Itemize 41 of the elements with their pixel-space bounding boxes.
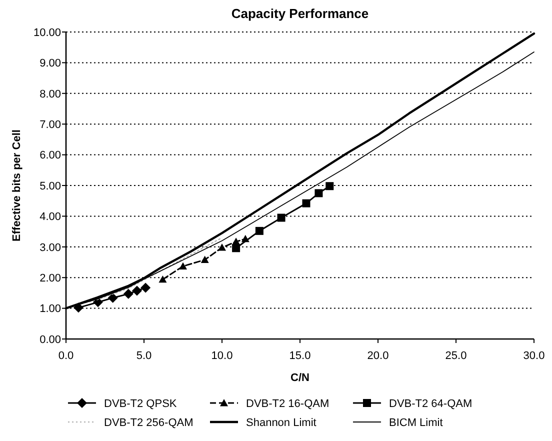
point bbox=[140, 282, 151, 293]
point bbox=[232, 244, 240, 252]
legend-label: DVB-T2 64-QAM bbox=[389, 398, 472, 410]
legend-label: DVB-T2 16-QAM bbox=[246, 398, 330, 410]
y-tick-label: 9.00 bbox=[40, 58, 61, 70]
y-axis-title: Effective bits per Cell bbox=[11, 130, 23, 242]
point bbox=[158, 275, 167, 283]
y-tick-label: 5.00 bbox=[40, 180, 61, 192]
y-tick-label: 4.00 bbox=[40, 211, 61, 224]
point bbox=[132, 286, 142, 296]
point bbox=[200, 256, 209, 263]
point bbox=[108, 292, 118, 303]
legend-label: BICM Limit bbox=[389, 416, 443, 429]
legend-label: Shannon Limit bbox=[246, 416, 316, 429]
point bbox=[179, 262, 187, 270]
y-tick-label: 0.00 bbox=[40, 334, 61, 346]
x-tick-label: 25.0 bbox=[445, 350, 467, 362]
y-tick-label: 10.00 bbox=[33, 26, 61, 39]
point bbox=[218, 244, 226, 251]
x-tick-label: 0.0 bbox=[58, 350, 74, 362]
chart-title: Capacity Performance bbox=[231, 6, 369, 21]
point bbox=[123, 288, 134, 299]
x-tick-label: 5.0 bbox=[136, 350, 152, 362]
x-tick-label: 20.0 bbox=[367, 350, 389, 362]
x-tick-label: 10.0 bbox=[211, 350, 233, 362]
point bbox=[326, 182, 334, 190]
point bbox=[302, 199, 310, 208]
legend-label: DVB-T2 QPSK bbox=[104, 398, 178, 410]
point bbox=[314, 189, 323, 198]
y-tick-label: 6.00 bbox=[40, 150, 61, 162]
point bbox=[255, 226, 264, 235]
legend-label: DVB-T2 256-QAM bbox=[104, 416, 194, 429]
y-tick-label: 2.00 bbox=[40, 272, 61, 284]
point bbox=[277, 214, 286, 222]
x-tick-label: 15.0 bbox=[289, 350, 311, 362]
y-tick-label: 7.00 bbox=[40, 118, 61, 131]
y-tick-label: 3.00 bbox=[40, 242, 61, 254]
y-tick-label: 1.00 bbox=[40, 303, 61, 316]
x-tick-label: 30.0 bbox=[523, 350, 545, 362]
y-tick-label: 8.00 bbox=[40, 88, 61, 100]
x-axis-title: C/N bbox=[290, 372, 310, 384]
